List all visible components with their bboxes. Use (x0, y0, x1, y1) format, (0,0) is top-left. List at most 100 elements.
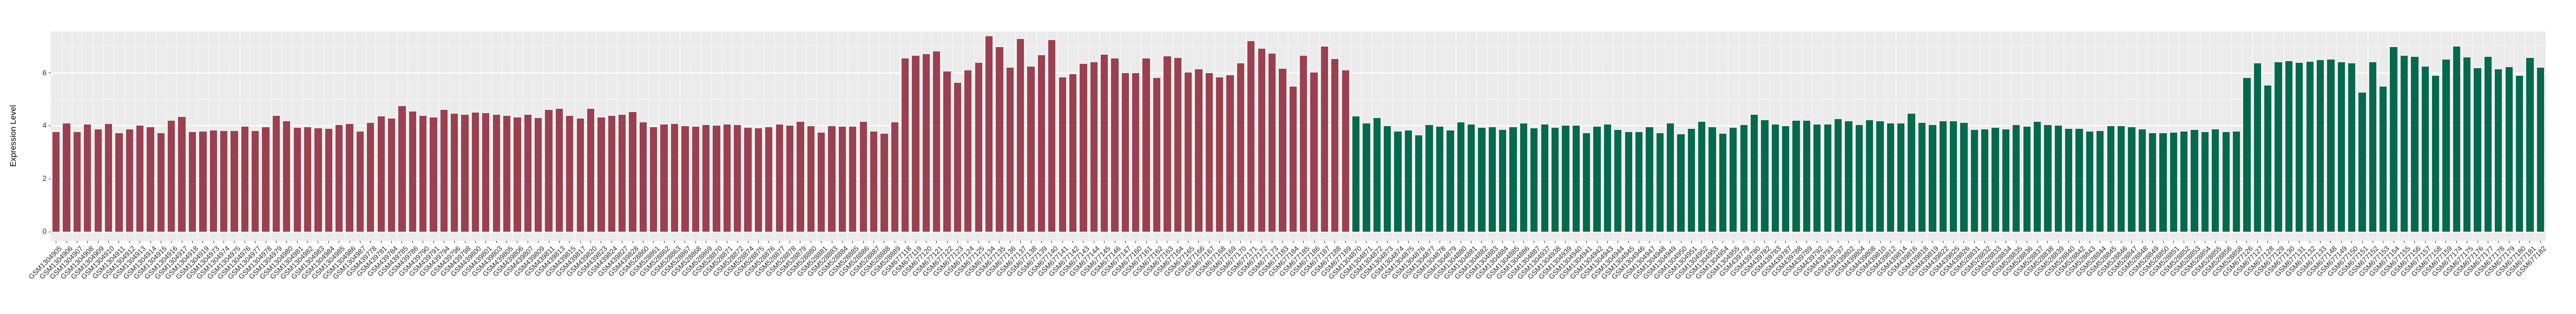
bar (1037, 55, 1046, 232)
x-tick-mark (1523, 241, 1524, 243)
gridline-vertical (1665, 31, 1666, 241)
bar (1132, 73, 1140, 232)
bar (2421, 66, 2429, 232)
bar (199, 132, 207, 232)
x-tick-mark (1491, 241, 1493, 243)
bar (1614, 130, 1622, 232)
gridline-vertical (449, 31, 450, 241)
gridline-vertical (1686, 31, 1687, 241)
bar (681, 126, 689, 232)
x-tick-mark (2089, 241, 2090, 243)
bar (2212, 129, 2219, 232)
gridline-vertical (816, 31, 817, 241)
bar (1666, 123, 1674, 232)
x-tick-mark (737, 241, 738, 243)
x-tick-mark (1607, 241, 1608, 243)
bar (2180, 132, 2188, 232)
bar (367, 122, 374, 232)
gridline-vertical (1204, 31, 1205, 241)
bar (1404, 130, 1412, 232)
bar (440, 110, 448, 232)
gridline-vertical (208, 31, 209, 241)
x-tick-mark (873, 241, 875, 243)
bar (1908, 114, 1915, 232)
bar (891, 122, 898, 232)
bar (713, 126, 720, 232)
bar (1142, 58, 1150, 232)
gridline-vertical (1109, 31, 1110, 241)
bar (63, 123, 70, 232)
gridline-vertical (2398, 31, 2400, 241)
bar (314, 128, 322, 232)
x-tick-mark (1649, 241, 1650, 243)
gridline-vertical (2147, 31, 2148, 241)
bar (1771, 124, 1779, 232)
bar (566, 116, 574, 232)
bar (828, 126, 836, 232)
gridline-vertical (1780, 31, 1781, 241)
bar (1121, 73, 1129, 232)
bar (1949, 121, 1957, 232)
x-tick-mark (1240, 241, 1241, 243)
bar (870, 132, 878, 232)
bar (587, 108, 595, 232)
bar (377, 116, 385, 232)
bar (1646, 127, 1653, 232)
gridline-vertical (428, 31, 429, 241)
x-tick-mark (695, 241, 696, 243)
bar (2128, 127, 2135, 232)
bar (838, 127, 846, 232)
gridline-vertical (1728, 31, 1729, 241)
bar (2358, 93, 2366, 232)
gridline-vertical (1602, 31, 1603, 241)
bar (1530, 128, 1538, 232)
bar (2222, 132, 2230, 232)
gridline-vertical (459, 31, 461, 241)
bar (293, 128, 301, 232)
x-tick-mark (2194, 241, 2195, 243)
x-tick-mark (150, 241, 151, 243)
x-tick-mark (1125, 241, 1126, 243)
x-tick-mark (328, 241, 329, 243)
x-tick-mark (307, 241, 308, 243)
x-tick-mark (1230, 241, 1231, 243)
bar (1394, 132, 1402, 232)
bar (744, 128, 752, 232)
bar (2390, 47, 2397, 232)
bar (2086, 132, 2094, 232)
bar (1677, 134, 1685, 232)
bar (1331, 59, 1339, 232)
bar (2526, 58, 2534, 232)
bar (1960, 122, 1968, 232)
bar (1467, 124, 1475, 232)
bar (692, 126, 699, 232)
gridline-vertical (1906, 31, 1907, 241)
bar (1866, 120, 1874, 232)
gridline-vertical (910, 31, 911, 241)
gridline-vertical (732, 31, 733, 241)
gridline-vertical (386, 31, 387, 241)
x-tick-mark (1911, 241, 1912, 243)
x-tick-mark (2341, 241, 2342, 243)
bar (1719, 134, 1727, 232)
gridline-vertical (2189, 31, 2190, 241)
bar (2495, 69, 2502, 232)
bar (1300, 55, 1307, 232)
gridline-vertical (1036, 31, 1037, 241)
bar (1174, 58, 1181, 232)
gridline-vertical (1581, 31, 1582, 241)
x-tick-mark (2529, 241, 2531, 243)
x-tick-mark (1062, 241, 1063, 243)
bar (1604, 124, 1612, 232)
gridline-vertical (1843, 31, 1844, 241)
gridline-vertical (271, 31, 272, 241)
x-tick-mark (1701, 241, 1703, 243)
x-tick-mark (2435, 241, 2436, 243)
gridline-vertical (491, 31, 492, 241)
gridline-vertical (2420, 31, 2421, 241)
x-tick-mark (2236, 241, 2237, 243)
x-tick-mark (2424, 241, 2426, 243)
gridline-vertical (250, 31, 251, 241)
gridline-vertical (1832, 31, 1834, 241)
gridline-vertical (795, 31, 796, 241)
